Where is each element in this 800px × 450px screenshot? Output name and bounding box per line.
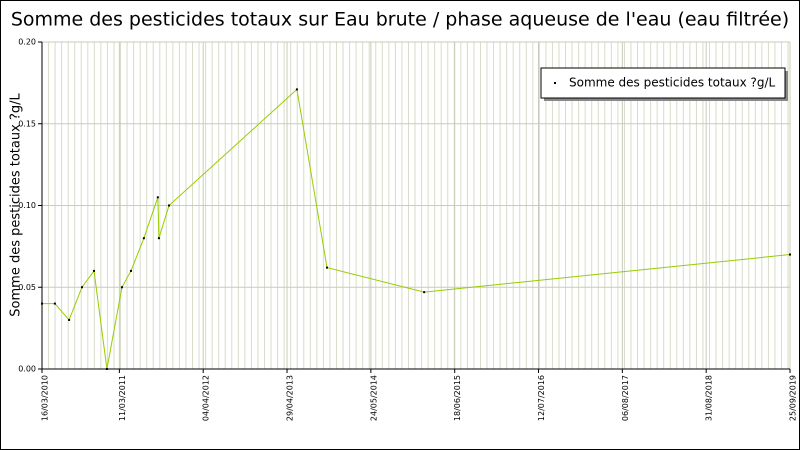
point xyxy=(93,269,96,272)
point xyxy=(142,237,145,240)
x-tick-label: 31/08/2018 xyxy=(705,375,714,421)
point xyxy=(53,302,56,305)
point xyxy=(120,286,123,289)
point xyxy=(105,368,108,370)
point xyxy=(157,237,160,240)
x-tick-label: 18/06/2015 xyxy=(453,375,462,421)
point xyxy=(68,318,71,321)
point xyxy=(156,196,159,199)
point xyxy=(423,291,426,294)
x-tick-label: 04/04/2012 xyxy=(202,375,211,421)
point xyxy=(80,286,83,289)
x-tick-label: 11/03/2011 xyxy=(118,375,127,421)
plot xyxy=(41,88,791,370)
x-tick-label: 29/04/2013 xyxy=(286,375,295,421)
y-tick-label: 0.20 xyxy=(18,38,36,47)
legend-marker xyxy=(554,82,556,84)
y-tick-label: 0.00 xyxy=(18,365,36,374)
point xyxy=(295,88,298,91)
x-tick-label: 24/05/2014 xyxy=(369,375,378,421)
grid: 0.00 0.05 0.10 0.15 0.20 16/03/2010 11/03/2011… xyxy=(18,38,797,422)
y-tick-label: 0.10 xyxy=(18,201,36,210)
point xyxy=(326,266,329,269)
legend-box xyxy=(540,67,786,99)
y-tick-label: 0.15 xyxy=(18,119,36,128)
chart-title: Somme des pesticides totaux sur Eau brut… xyxy=(11,9,789,31)
x-tick-label: 16/03/2010 xyxy=(41,375,50,421)
point xyxy=(129,269,132,272)
x-tick-label: 06/08/2017 xyxy=(621,375,630,421)
point xyxy=(168,204,171,207)
legend-label: Somme des pesticides totaux ?g/L xyxy=(569,76,776,90)
x-tick-label: 12/07/2016 xyxy=(537,375,546,421)
point xyxy=(41,302,43,305)
x-tick-label: 25/09/2019 xyxy=(789,375,798,421)
y-axis-label: Somme des pesticides totaux ?g/L xyxy=(9,93,24,317)
y-tick-label: 0.05 xyxy=(18,283,36,292)
point xyxy=(789,253,791,256)
series-line xyxy=(42,88,791,370)
